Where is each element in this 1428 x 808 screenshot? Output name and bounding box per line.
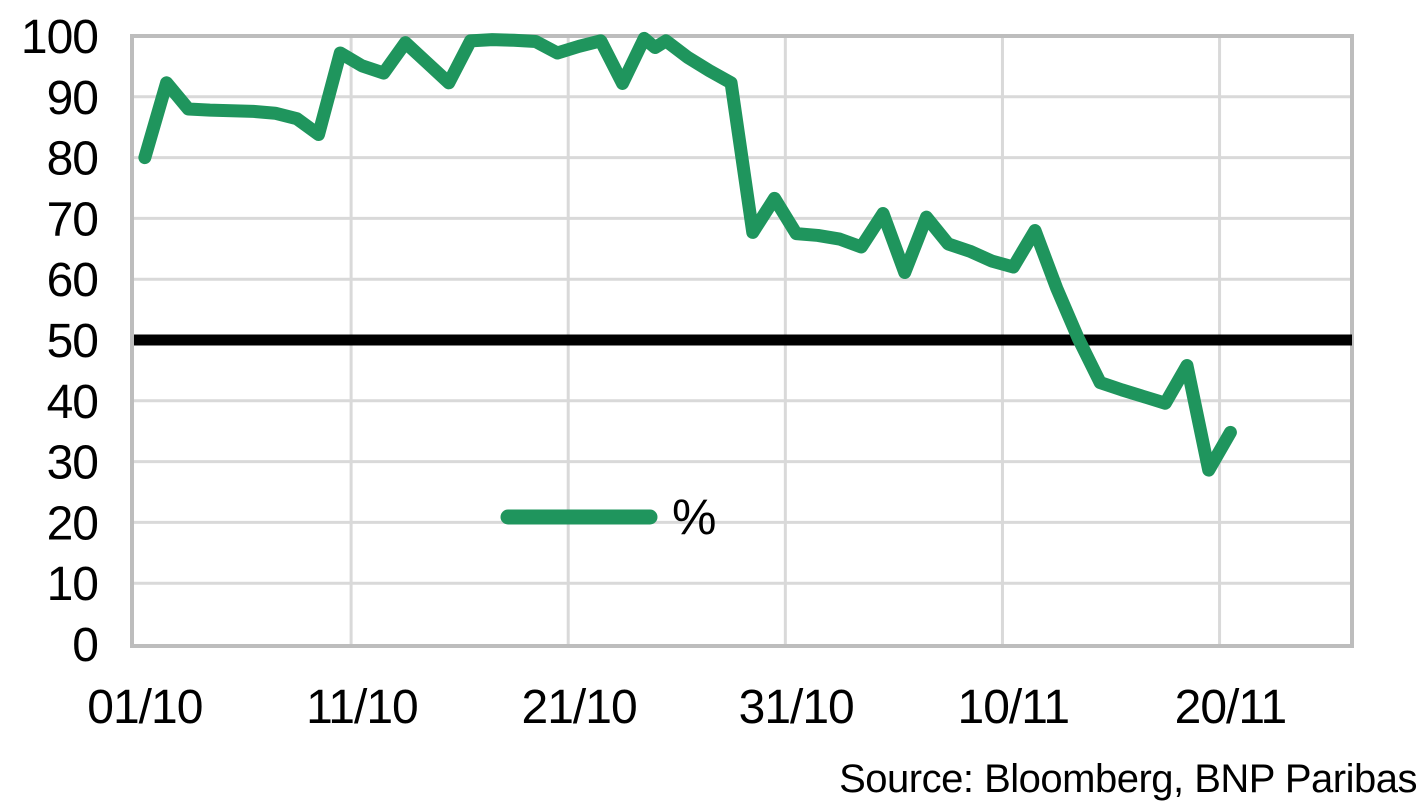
y-axis-tick-label: 0 — [72, 619, 98, 672]
source-note: Source: Bloomberg, BNP Paribas — [839, 757, 1417, 801]
y-axis-tick-label: 20 — [47, 497, 98, 550]
y-axis-tick-label: 80 — [47, 133, 98, 186]
y-axis-tick-label: 90 — [47, 72, 98, 125]
x-axis-tick-label: 31/10 — [739, 681, 854, 734]
x-axis-tick-label: 21/10 — [522, 681, 637, 734]
series-line-percent — [138, 31, 1237, 477]
y-axis-tick-label: 70 — [47, 193, 98, 246]
y-axis-tick-label: 60 — [47, 254, 98, 307]
y-axis-tick-label: 10 — [47, 558, 98, 611]
y-axis-tick-label: 50 — [47, 315, 98, 368]
x-axis-tick-label: 20/11 — [1175, 681, 1287, 734]
y-axis-tick-label: 100 — [21, 11, 98, 64]
legend-label: % — [672, 489, 715, 545]
y-axis-tick-label: 30 — [47, 437, 98, 490]
x-axis-tick-label: 01/10 — [87, 681, 202, 734]
x-axis-tick-label: 11/10 — [306, 681, 418, 734]
y-axis-labels: 0 10 20 30 40 50 60 70 80 90 100 — [21, 11, 99, 672]
legend: % — [500, 489, 716, 545]
x-axis-tick-label: 10/11 — [958, 681, 1070, 734]
x-axis-labels: 01/10 11/10 21/10 31/10 10/11 20/11 — [87, 681, 1287, 734]
y-axis-tick-label: 40 — [47, 376, 98, 429]
